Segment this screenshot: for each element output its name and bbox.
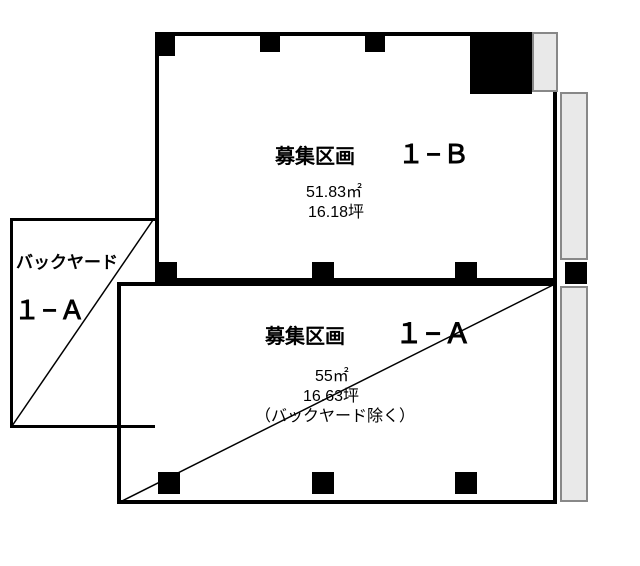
unit-a-note: （バックヤード除く） bbox=[255, 402, 415, 426]
unit-a-code: １−Ａ bbox=[395, 312, 473, 352]
diagonals bbox=[0, 0, 640, 566]
backyard-label: バックヤード bbox=[16, 248, 118, 273]
unit-b-code: １−Ｂ bbox=[398, 134, 471, 171]
unit-b-area-tsubo: 16.18坪 bbox=[308, 198, 364, 222]
unit-b-title: 募集区画 bbox=[275, 140, 355, 169]
unit-a-title: 募集区画 bbox=[265, 320, 345, 349]
backyard-code: １−Ａ bbox=[14, 290, 87, 327]
floorplan-canvas: 募集区画 １−Ｂ 51.83㎡ 16.18坪 募集区画 １−Ａ 55㎡ 16.6… bbox=[0, 0, 640, 566]
